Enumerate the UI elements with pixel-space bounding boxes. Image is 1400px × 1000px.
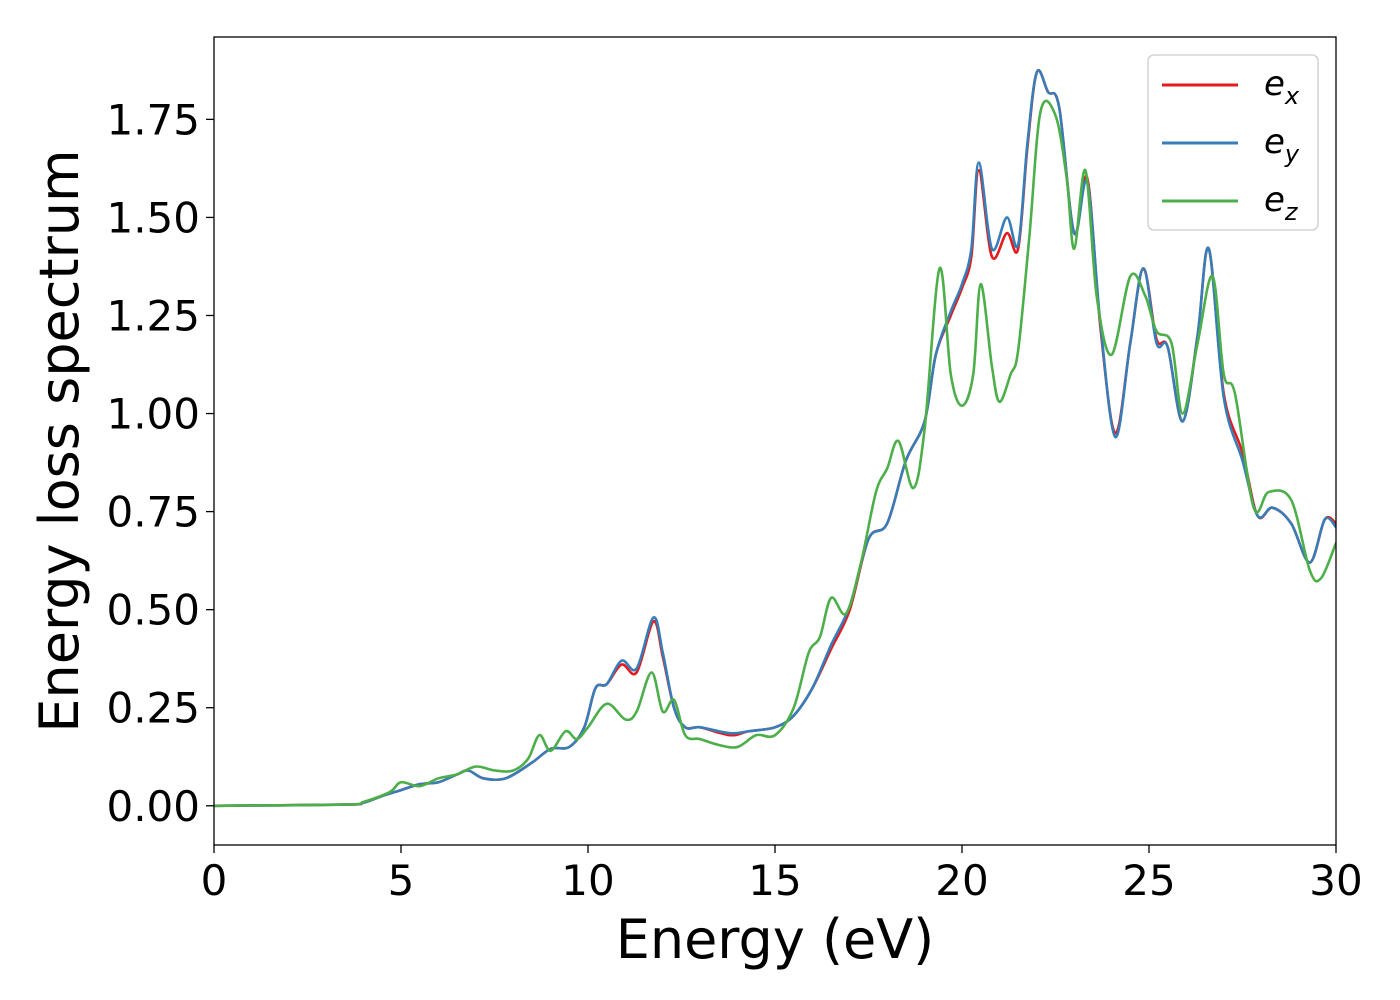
- legend-label-e-y: ey: [1264, 122, 1300, 168]
- y-tick-label: 1.00: [106, 390, 200, 439]
- x-tick-label: 0: [201, 856, 228, 905]
- x-tick-label: 10: [561, 856, 614, 905]
- legend: ex ey ez: [1147, 54, 1319, 231]
- y-axis: 0.00 0.25 0.50 0.75 1.00 1.25 1.50 1.75: [106, 95, 214, 831]
- y-tick-label: 1.25: [106, 291, 200, 340]
- series-layer: [214, 68, 1336, 808]
- x-tick-label: 15: [748, 856, 801, 905]
- y-tick-label: 1.75: [106, 95, 200, 144]
- y-axis-title: Energy loss spectrum: [28, 149, 91, 732]
- series-line-e-z: [214, 99, 1336, 808]
- y-tick-label: 0.00: [106, 782, 200, 831]
- y-tick-label: 0.75: [106, 488, 200, 537]
- legend-label-e-x: ex: [1264, 64, 1300, 110]
- legend-label-e-z: ez: [1264, 180, 1299, 226]
- x-tick-label: 25: [1122, 856, 1175, 905]
- x-axis: 0 5 10 15 20 25 30: [201, 845, 1363, 905]
- y-tick-label: 1.50: [106, 193, 200, 242]
- x-axis-title: Energy (eV): [616, 908, 935, 971]
- x-tick-label: 5: [388, 856, 415, 905]
- y-tick-label: 0.25: [106, 684, 200, 733]
- x-tick-label: 20: [935, 856, 988, 905]
- x-tick-label: 30: [1309, 856, 1362, 905]
- y-tick-label: 0.50: [106, 586, 200, 635]
